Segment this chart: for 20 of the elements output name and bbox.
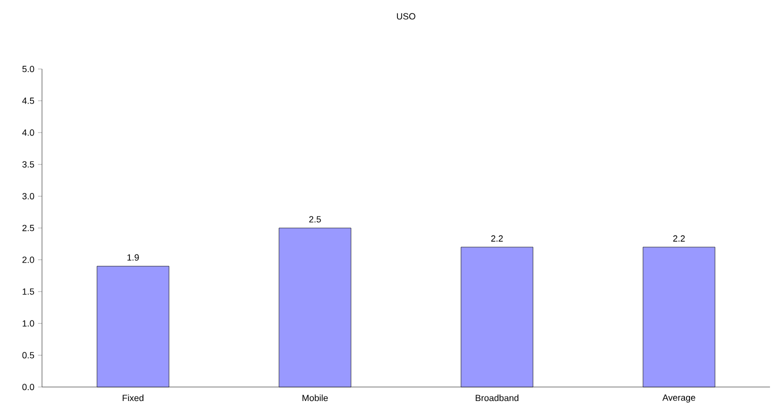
y-tick-label: 3.0 xyxy=(22,193,34,200)
y-tick-label: 4.0 xyxy=(22,129,34,136)
x-tick-label: Fixed xyxy=(122,394,144,402)
y-tick-label: 0.5 xyxy=(22,352,34,358)
x-tick-label: Mobile xyxy=(302,394,328,402)
data-label: 2.2 xyxy=(491,235,503,242)
y-tick-label: 5.0 xyxy=(22,66,34,72)
chart-title: USO xyxy=(396,13,416,20)
y-tick-label: 0.0 xyxy=(22,384,34,390)
data-label: 1.9 xyxy=(127,254,139,261)
y-tick-label: 3.5 xyxy=(22,161,34,168)
x-tick-label: Average xyxy=(662,394,696,403)
y-tick-label: 1.5 xyxy=(22,288,34,295)
data-label: 2.5 xyxy=(309,216,321,222)
x-tick-label: Broadband xyxy=(476,394,518,402)
y-tick-label: 2.0 xyxy=(22,256,34,263)
data-label: 2.2 xyxy=(673,235,685,242)
y-tick-label: 2.5 xyxy=(22,224,34,232)
y-tick-label: 1.0 xyxy=(22,320,34,327)
y-tick-label: 4.5 xyxy=(22,98,34,104)
